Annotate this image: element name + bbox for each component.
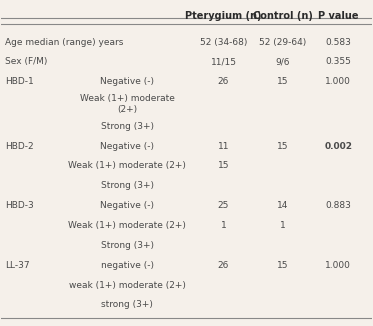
Text: LL-37: LL-37 <box>5 261 30 270</box>
Text: P value: P value <box>318 11 358 21</box>
Text: Negative (-): Negative (-) <box>100 201 154 210</box>
Text: Negative (-): Negative (-) <box>100 77 154 86</box>
Text: 9/6: 9/6 <box>276 57 290 67</box>
Text: 52 (34-68): 52 (34-68) <box>200 37 247 47</box>
Text: Strong (3+): Strong (3+) <box>101 241 154 250</box>
Text: 1: 1 <box>221 221 226 230</box>
Text: 0.355: 0.355 <box>325 57 351 67</box>
Text: Weak (1+) moderate (2+): Weak (1+) moderate (2+) <box>68 221 186 230</box>
Text: Weak (1+) moderate (2+): Weak (1+) moderate (2+) <box>68 161 186 170</box>
Text: Negative (-): Negative (-) <box>100 141 154 151</box>
Text: 14: 14 <box>277 201 288 210</box>
Text: weak (1+) moderate (2+): weak (1+) moderate (2+) <box>69 281 186 289</box>
Text: 1.000: 1.000 <box>325 261 351 270</box>
Text: 26: 26 <box>218 261 229 270</box>
Text: 11: 11 <box>218 141 229 151</box>
Text: Pterygium (n): Pterygium (n) <box>185 11 262 21</box>
Text: 0.583: 0.583 <box>325 37 351 47</box>
Text: 15: 15 <box>277 141 288 151</box>
Text: strong (3+): strong (3+) <box>101 301 153 309</box>
Text: Control (n): Control (n) <box>253 11 313 21</box>
Text: Age median (range) years: Age median (range) years <box>5 37 123 47</box>
Text: 25: 25 <box>218 201 229 210</box>
Text: 1: 1 <box>280 221 286 230</box>
Text: 15: 15 <box>218 161 229 170</box>
Text: 15: 15 <box>277 77 288 86</box>
Text: negative (-): negative (-) <box>101 261 154 270</box>
Text: 11/15: 11/15 <box>210 57 236 67</box>
Text: Weak (1+) moderate
(2+): Weak (1+) moderate (2+) <box>80 94 175 114</box>
Text: HBD-3: HBD-3 <box>5 201 34 210</box>
Text: 15: 15 <box>277 261 288 270</box>
Text: HBD-1: HBD-1 <box>5 77 34 86</box>
Text: Strong (3+): Strong (3+) <box>101 181 154 190</box>
Text: Strong (3+): Strong (3+) <box>101 122 154 131</box>
Text: 0.883: 0.883 <box>325 201 351 210</box>
Text: HBD-2: HBD-2 <box>5 141 34 151</box>
Text: Sex (F/M): Sex (F/M) <box>5 57 47 67</box>
Text: 0.002: 0.002 <box>324 141 352 151</box>
Text: 52 (29-64): 52 (29-64) <box>259 37 306 47</box>
Text: 26: 26 <box>218 77 229 86</box>
Text: 1.000: 1.000 <box>325 77 351 86</box>
